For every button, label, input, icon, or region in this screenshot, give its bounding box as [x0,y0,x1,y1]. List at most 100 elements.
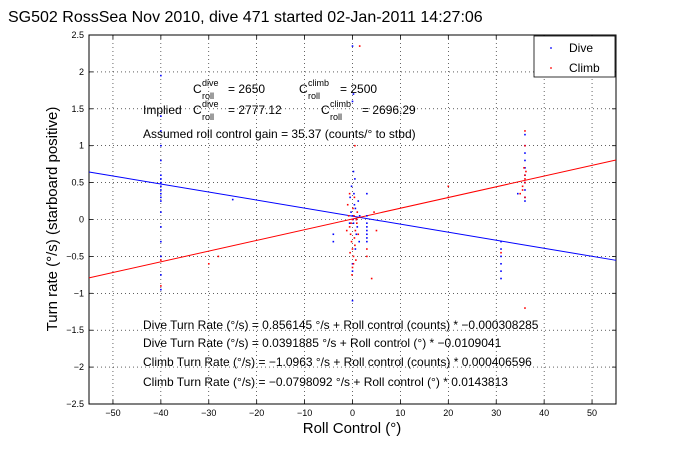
dive-point [366,229,368,232]
implied-climb-symbol: C [321,103,330,117]
climb-point [351,248,354,250]
climb-point [352,207,354,210]
dive-point [524,167,526,169]
dive-point [351,299,354,302]
dive-point [366,215,368,217]
climb-point [349,233,352,236]
x-tick-label: −20 [249,408,264,418]
dive-point [351,262,354,265]
dive-point [357,200,360,202]
dive-point [350,185,353,188]
plot-area: −50 −40 −30 −20 −10 0 10 20 30 40 50 −2.5−2−1.5−1−… [66,30,617,418]
dive-point [524,152,526,154]
climb-point [207,262,210,265]
dive-point [352,93,355,95]
climb-point [358,45,361,47]
climb-point [447,185,450,188]
dive-point [366,222,368,224]
c-climb-value: = 2500 [340,82,377,96]
climb-point [351,266,354,269]
dive-point [160,211,162,213]
climb-point [356,222,358,224]
x-tick-label: 40 [539,408,549,418]
x-tick-label: 0 [350,408,355,418]
climb-point [350,222,352,224]
dive-point [366,240,368,243]
y-tick-label: 0.5 [71,178,84,188]
dive-point [160,178,162,180]
climb-point [348,192,351,195]
dive-point [358,240,361,243]
dive-point [366,237,368,239]
climb-point [346,203,349,206]
climb-point [366,248,368,250]
implied-label: Implied [143,103,182,117]
climb-point [217,255,220,258]
climb-point [370,277,373,280]
x-axis-ticks: −50 −40 −30 −20 −10 0 10 20 30 40 50 [105,35,597,418]
climb-point [524,181,526,184]
dive-point [351,100,354,103]
dive-point [350,211,352,213]
dive-point [354,248,357,250]
x-tick-label: 20 [443,408,453,418]
implied-dive-value: = 2777.12 [228,103,282,117]
y-tick-label: 0 [79,215,84,225]
y-tick-label: −2 [74,362,84,372]
dive-point [356,226,359,228]
dive-point [353,192,355,195]
c-dive-symbol: C [193,82,202,96]
dive-point [332,240,335,243]
y-tick-label: 1.5 [71,104,84,114]
dive-point [231,198,234,201]
climb-point [348,226,351,228]
x-tick-label: 10 [395,408,405,418]
dive-point [160,274,162,276]
c-climb-sup: climb [308,78,329,88]
climb-point [352,262,355,265]
data-points [160,45,527,309]
climb-point [345,229,348,232]
chart-title: SG502 RossSea Nov 2010, dive 471 started… [8,9,483,26]
climb-point [447,196,450,199]
dive-point [332,233,335,236]
c-dive-value: = 2650 [228,82,265,96]
y-tick-label: −1.5 [66,325,84,335]
climb-point [160,285,162,287]
legend-box [533,35,616,78]
dive-point [524,189,526,191]
x-tick-label: 50 [587,408,597,418]
climb-point [523,167,525,169]
climb-point [351,218,354,221]
implied-dive-symbol: C [193,103,202,117]
x-tick-label: 30 [491,408,501,418]
x-tick-label: −10 [297,408,312,418]
assumed-gain-text: Assumed roll control gain = 35.37 (count… [143,127,416,141]
climb-point [524,174,526,177]
dive-point [358,215,361,217]
dive-point [160,159,162,162]
implied-dive-sub: roll [202,112,214,122]
equation-dive-degrees: Dive Turn Rate (°/s) = 0.0391885 °/s + R… [143,336,502,350]
annotations: C dive roll = 2650 C climb roll = 2500 I… [143,78,539,389]
y-tick-label: 2.5 [71,30,84,40]
climb-point [357,233,360,236]
climb-point [524,196,526,199]
implied-dive-sup: dive [202,99,219,109]
dive-point [160,130,162,132]
x-tick-label: −30 [201,408,216,418]
dive-point [500,255,502,258]
dive-point [524,159,526,162]
climb-point [353,237,356,239]
climb-point [349,251,351,254]
climb-point [355,259,357,261]
climb-point [353,215,355,217]
dive-point [160,185,162,188]
climb-point [356,211,359,213]
dive-point [500,240,502,243]
dive-point [500,277,502,280]
climb-point [351,274,353,276]
dive-point [524,133,526,136]
climb-point [500,251,502,254]
